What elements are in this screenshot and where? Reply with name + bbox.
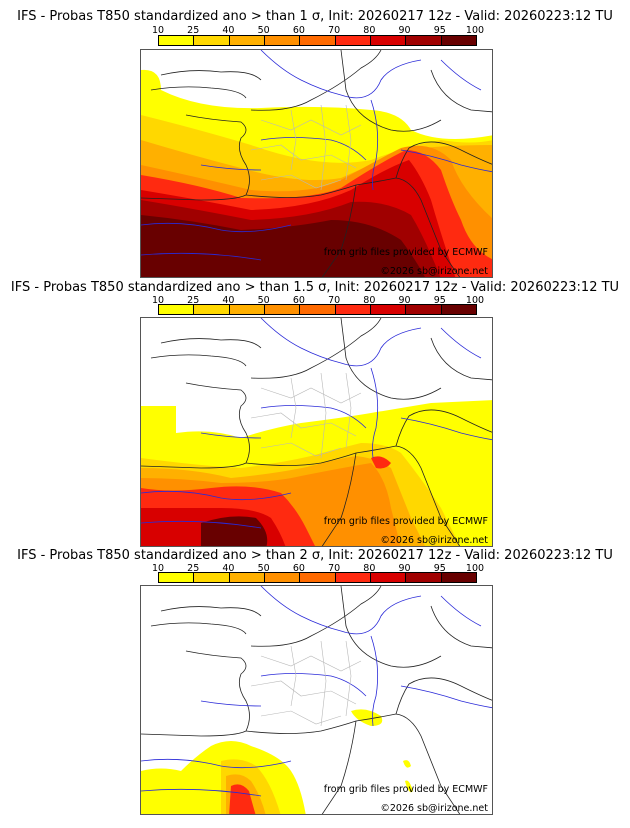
- colorbar-segment: [159, 36, 195, 45]
- colorbar-segment: [229, 36, 265, 45]
- colorbar-tick-label: 80: [363, 563, 376, 574]
- colorbar-segment: [300, 573, 336, 582]
- colorbar-2: [158, 304, 477, 315]
- colorbar-tick-label: 60: [292, 295, 305, 306]
- credit-source-3: from grib files provided by ECMWF: [324, 784, 488, 795]
- colorbar-tick-label: 90: [398, 25, 411, 36]
- colorbar-tick-label: 25: [187, 563, 200, 574]
- map-panel-1: from grib files provided by ECMWF ©2026 …: [140, 49, 493, 278]
- colorbar-tick-label: 95: [433, 295, 446, 306]
- colorbar-segment: [441, 573, 476, 582]
- colorbar-tick-label: 70: [328, 563, 341, 574]
- colorbar-segment: [159, 305, 195, 314]
- colorbar-segment: [229, 305, 265, 314]
- colorbar-tick-label: 80: [363, 25, 376, 36]
- colorbar-tick-label: 50: [257, 563, 270, 574]
- colorbar-segment: [335, 573, 371, 582]
- colorbar-segment: [406, 573, 442, 582]
- colorbar-tick-label: 40: [222, 563, 235, 574]
- colorbar-segment: [370, 305, 407, 314]
- colorbar-segment: [159, 573, 195, 582]
- colorbar-ticks-1: 10 25 40 50 60 70 80 90 95 100: [152, 25, 484, 36]
- colorbar-tick-label: 40: [222, 295, 235, 306]
- map-title-1: IFS - Probas T850 standardized ano > tha…: [17, 9, 613, 24]
- colorbar-tick-label: 80: [363, 295, 376, 306]
- colorbar-tick-label: 95: [433, 25, 446, 36]
- colorbar-3: [158, 572, 477, 583]
- colorbar-segment: [370, 36, 407, 45]
- colorbar-tick-label: 10: [151, 25, 165, 36]
- colorbar-tick-label: 10: [151, 295, 165, 306]
- map-title-3: IFS - Probas T850 standardized ano > tha…: [17, 548, 613, 563]
- colorbar-segment: [300, 305, 336, 314]
- credit-copyright-2: ©2026 sb@irizone.net: [380, 535, 488, 546]
- colorbar-segment: [300, 36, 336, 45]
- colorbar-tick-label: 50: [257, 295, 270, 306]
- colorbar-segment: [264, 305, 301, 314]
- probability-map-3: from grib files provided by ECMWF ©2026 …: [141, 586, 492, 814]
- colorbar-tick-label: 25: [187, 295, 200, 306]
- colorbar-tick-label: 100: [465, 563, 485, 574]
- colorbar-segment: [229, 573, 265, 582]
- credit-copyright-1: ©2026 sb@irizone.net: [380, 266, 488, 277]
- colorbar-segment: [194, 305, 230, 314]
- colorbar-tick-label: 25: [187, 25, 200, 36]
- colorbar-tick-label: 60: [292, 563, 305, 574]
- colorbar-segment: [264, 573, 301, 582]
- credit-copyright-3: ©2026 sb@irizone.net: [380, 803, 488, 814]
- map-panel-3: from grib files provided by ECMWF ©2026 …: [140, 585, 493, 815]
- colorbar-segment: [194, 36, 230, 45]
- colorbar-ticks-2: 10 25 40 50 60 70 80 90 95 100: [152, 295, 484, 306]
- colorbar-segment: [335, 305, 371, 314]
- credit-source-1: from grib files provided by ECMWF: [324, 247, 488, 258]
- probability-map-1: from grib files provided by ECMWF ©2026 …: [141, 50, 492, 277]
- colorbar-tick-label: 100: [465, 295, 485, 306]
- colorbar-tick-label: 70: [328, 295, 341, 306]
- colorbar-ticks-3: 10 25 40 50 60 70 80 90 95 100: [152, 563, 484, 574]
- colorbar-segment: [406, 36, 442, 45]
- colorbar-segment: [441, 36, 476, 45]
- colorbar-tick-label: 90: [398, 295, 411, 306]
- colorbar-segment: [264, 36, 301, 45]
- colorbar-1: [158, 35, 477, 46]
- colorbar-tick-label: 10: [151, 563, 165, 574]
- colorbar-tick-label: 90: [398, 563, 411, 574]
- credit-source-2: from grib files provided by ECMWF: [324, 516, 488, 527]
- colorbar-tick-label: 50: [257, 25, 270, 36]
- colorbar-segment: [370, 573, 407, 582]
- colorbar-tick-label: 40: [222, 25, 235, 36]
- colorbar-tick-label: 70: [328, 25, 341, 36]
- map-title-2: IFS - Probas T850 standardized ano > tha…: [10, 280, 620, 295]
- colorbar-segment: [406, 305, 442, 314]
- colorbar-tick-label: 60: [292, 25, 305, 36]
- colorbar-segment: [441, 305, 476, 314]
- colorbar-tick-label: 100: [465, 25, 485, 36]
- colorbar-segment: [335, 36, 371, 45]
- map-panel-2: from grib files provided by ECMWF ©2026 …: [140, 317, 493, 547]
- colorbar-tick-label: 95: [433, 563, 446, 574]
- probability-map-2: from grib files provided by ECMWF ©2026 …: [141, 318, 492, 546]
- colorbar-segment: [194, 573, 230, 582]
